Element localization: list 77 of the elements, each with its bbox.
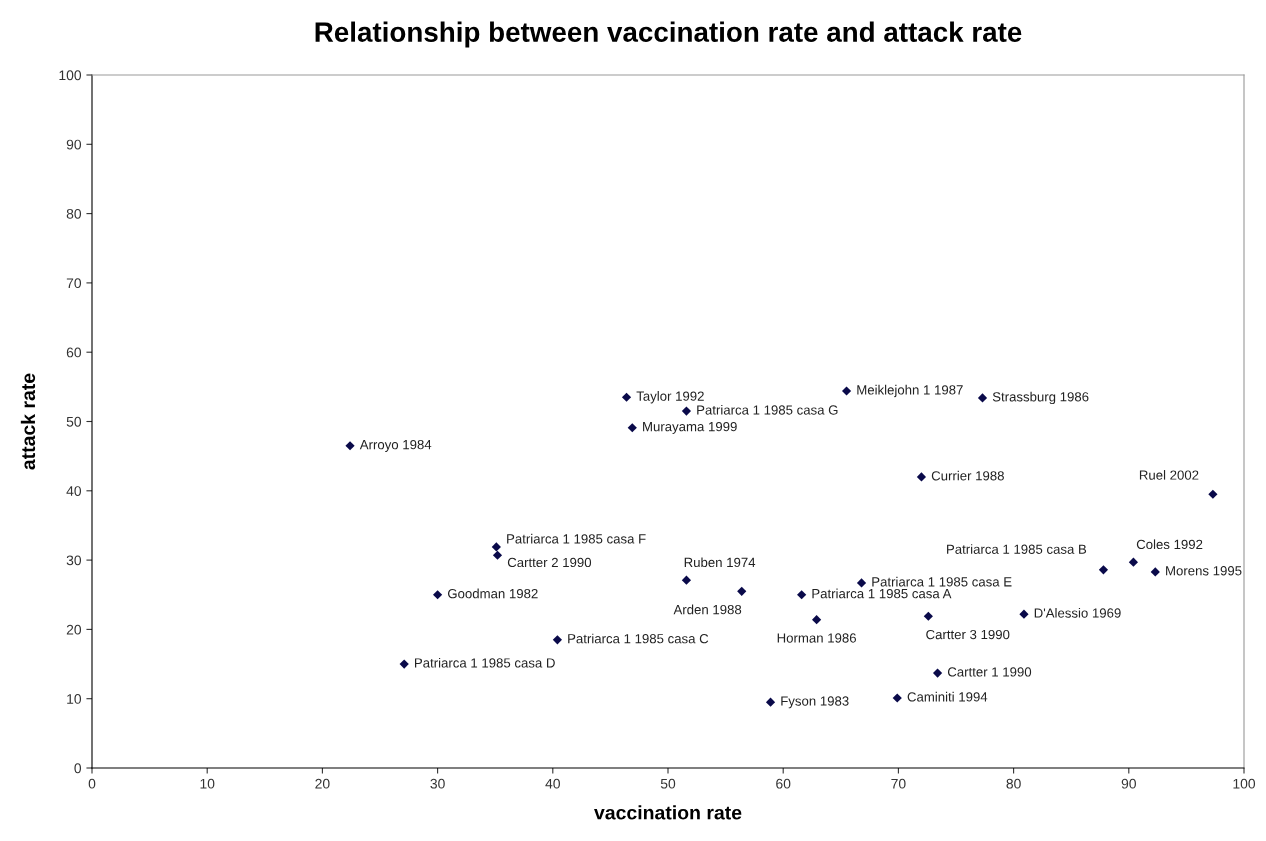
point [1019, 609, 1029, 619]
point [737, 586, 747, 596]
point [621, 392, 632, 402]
point [492, 550, 503, 560]
x-tick-label: 60 [776, 778, 791, 789]
y-tick-label: 30 [66, 555, 82, 566]
annotation: Meiklejohn 1 1987 [857, 384, 963, 398]
annotation: Currier 1988 [931, 470, 1004, 481]
point [977, 393, 988, 403]
x-tick-label: 10 [200, 778, 215, 789]
annotation: Cartter 3 1990 [926, 629, 1010, 640]
y-tick-label: 50 [66, 416, 82, 427]
annotation: Arroyo 1984 [359, 439, 432, 452]
annotation: Ruel 2002 [1139, 470, 1199, 480]
annotation: Murayama 1999 [643, 421, 737, 434]
y-tick-label: 20 [66, 624, 82, 635]
point [681, 406, 692, 416]
point [812, 615, 822, 625]
x-tick-label: 50 [660, 778, 676, 789]
point [923, 611, 933, 621]
y-axis-title: attack rate [20, 373, 36, 470]
point [681, 575, 692, 585]
point [552, 635, 563, 645]
x-tick-label: 40 [545, 778, 560, 789]
point [916, 472, 927, 482]
point [491, 542, 501, 552]
annotation: Goodman 1982 [447, 588, 538, 599]
annotation: Morens 1995 [1166, 566, 1242, 576]
annotation: Caminiti 1994 [907, 691, 988, 702]
annotation: Cartter 1 1990 [947, 667, 1032, 677]
y-tick-label: 90 [66, 139, 82, 150]
point [856, 578, 867, 588]
annotation: Coles 1992 [1136, 539, 1203, 550]
point [765, 697, 776, 707]
annotation: Strassburg 1986 [992, 391, 1089, 405]
y-tick-label: 80 [66, 208, 82, 219]
x-tick-label: 80 [1006, 778, 1021, 789]
point [1208, 489, 1218, 499]
x-tick-label: 100 [1233, 778, 1256, 789]
point [797, 590, 807, 600]
x-axis-title: vaccination rate [594, 805, 742, 820]
annotation: Horman 1986 [777, 633, 856, 643]
annotation: Arden 1988 [673, 604, 742, 615]
annotation: Ruben 1974 [684, 557, 756, 568]
annotation: Patriarca 1 1985 casa E [872, 576, 1012, 587]
x-tick-label: 0 [88, 778, 96, 789]
annotation: Taylor 1992 [636, 391, 704, 404]
x-tick-label: 70 [891, 778, 906, 789]
y-tick-label: 0 [74, 763, 82, 774]
annotation: Patriarca 1 1985 casa D [415, 657, 555, 668]
annotation: Cartter 2 1990 [507, 557, 592, 568]
point [627, 423, 637, 433]
point [892, 693, 902, 703]
y-tick-label: 60 [66, 347, 82, 358]
chart-title: Relationship between vaccination rate and attack rate [315, 21, 1022, 48]
point [1128, 557, 1139, 567]
annotation: Patriarca 1 1985 casa A [812, 588, 952, 599]
x-tick-label: 20 [315, 778, 330, 789]
annotation: Patriarca 1 1985 casa G [697, 404, 838, 415]
annotation: Patriarca 1 1985 casa C [568, 633, 709, 644]
point [399, 659, 409, 669]
y-tick-label: 100 [59, 70, 82, 81]
y-tick-label: 10 [67, 694, 82, 704]
point [432, 590, 443, 600]
point [932, 668, 943, 678]
annotation: Fyson 1983 [781, 696, 849, 709]
y-tick-label: 40 [66, 486, 82, 496]
point [345, 441, 355, 451]
point [841, 386, 852, 396]
point [1098, 565, 1109, 575]
point [1150, 567, 1160, 577]
annotation: Patriarca 1 1985 casa F [507, 533, 646, 544]
x-tick-label: 30 [430, 778, 445, 789]
x-tick-label: 90 [1121, 778, 1136, 789]
annotation: D'Alessio 1969 [1034, 608, 1121, 618]
annotation: Patriarca 1 1985 casa B [947, 544, 1087, 554]
y-tick-label: 70 [66, 278, 82, 289]
